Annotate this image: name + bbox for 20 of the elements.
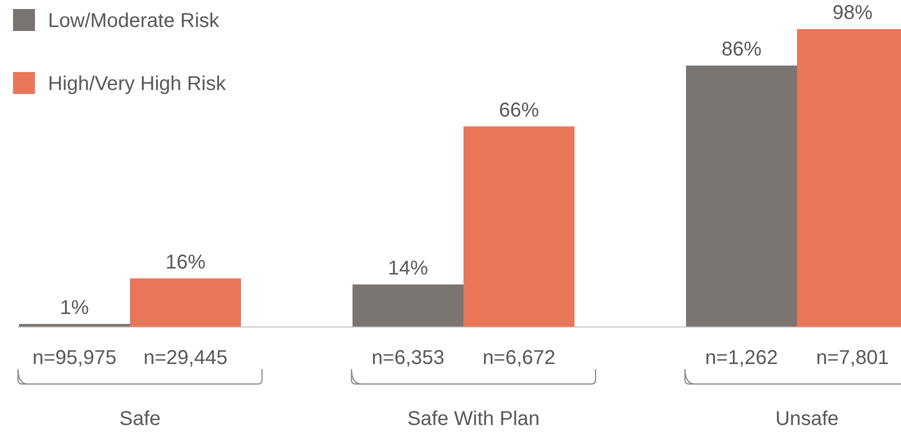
text: n=7,801 xyxy=(816,347,889,369)
data-label: 14% xyxy=(388,257,428,280)
text: n=1,262 xyxy=(705,347,778,369)
x-tick-label: Safe With Plan xyxy=(407,408,540,430)
text: n=95,975 xyxy=(32,347,116,369)
x-tick-label: Safe xyxy=(119,408,161,430)
legend-label: Low/Moderate Risk xyxy=(48,10,220,32)
text: n=6,353 xyxy=(372,347,444,369)
data-label: 16% xyxy=(165,251,206,274)
data-label: 1% xyxy=(60,296,90,319)
data-label: 86% xyxy=(721,38,762,61)
text: n=6,672 xyxy=(482,347,556,369)
x-tick-label: Unsafe xyxy=(775,408,839,430)
text: n=29,445 xyxy=(144,347,228,369)
bar xyxy=(464,126,574,327)
data-label: 98% xyxy=(832,2,873,24)
bar xyxy=(352,284,464,327)
data-label: 66% xyxy=(498,99,540,122)
legend-label: High/Very High Risk xyxy=(48,73,227,95)
bar xyxy=(130,278,241,327)
